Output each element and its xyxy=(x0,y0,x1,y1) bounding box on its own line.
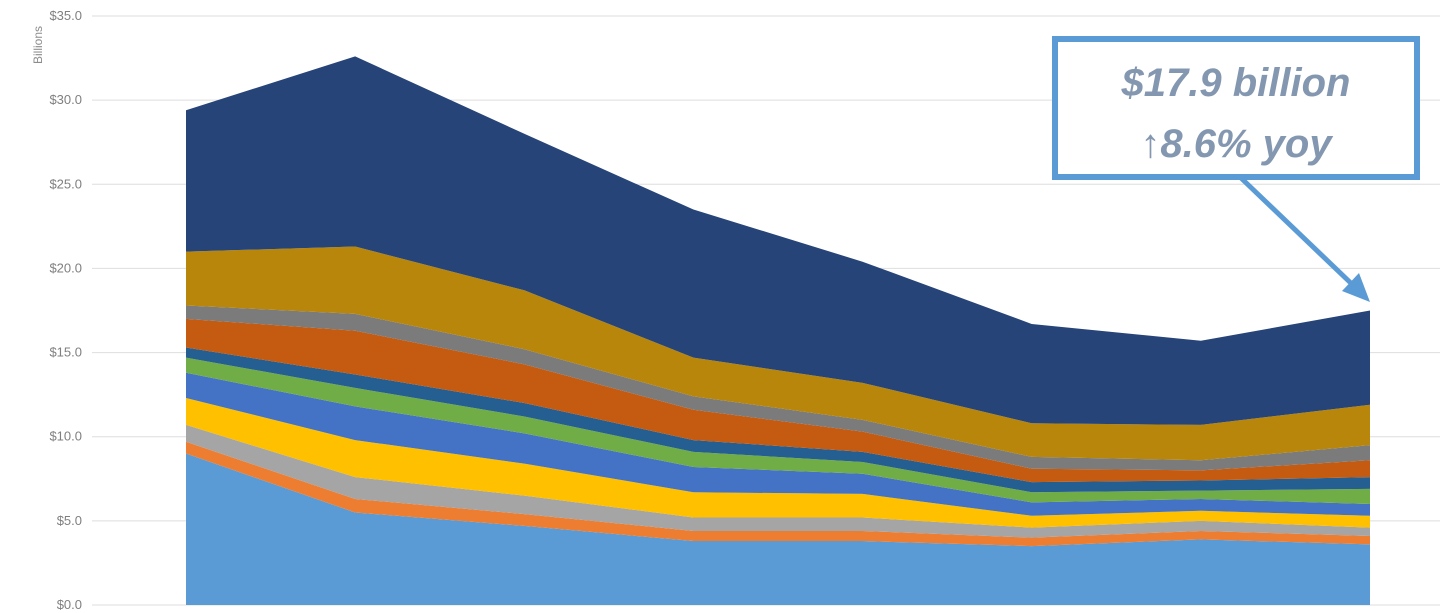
y-tick-label: $10.0 xyxy=(49,429,82,444)
callout-value: $17.9 billion xyxy=(1121,61,1351,105)
area-series-8 xyxy=(186,318,1370,483)
area-series-5 xyxy=(186,372,1370,516)
callout-box xyxy=(1052,36,1420,180)
y-tick-label: $20.0 xyxy=(49,260,82,275)
area-series-11 xyxy=(186,56,1370,425)
area-series-1 xyxy=(186,453,1370,605)
area-series-4 xyxy=(186,398,1370,528)
y-axis-label: Billions xyxy=(31,26,45,64)
callout-arrowhead xyxy=(1342,273,1370,302)
y-tick-label: $0.0 xyxy=(57,597,82,612)
area-series-3 xyxy=(186,424,1370,538)
area-series-2 xyxy=(186,441,1370,547)
callout-arrow-line xyxy=(1238,175,1358,290)
y-tick-label: $5.0 xyxy=(57,513,82,528)
area-series-9 xyxy=(186,305,1370,471)
y-tick-label: $25.0 xyxy=(49,176,82,191)
area-series xyxy=(186,56,1370,605)
area-series-10 xyxy=(186,246,1370,461)
callout: $17.9 billion ↑8.6% yoy xyxy=(1052,36,1420,302)
callout-change: ↑8.6% yoy xyxy=(1140,122,1333,166)
y-axis-tick-labels: $0.0 $5.0 $10.0 $15.0 $20.0 $25.0 $30.0 $35.0 xyxy=(49,8,82,612)
y-tick-label: $30.0 xyxy=(49,92,82,107)
y-tick-label: $35.0 xyxy=(49,8,82,23)
y-tick-label: $15.0 xyxy=(49,345,82,360)
